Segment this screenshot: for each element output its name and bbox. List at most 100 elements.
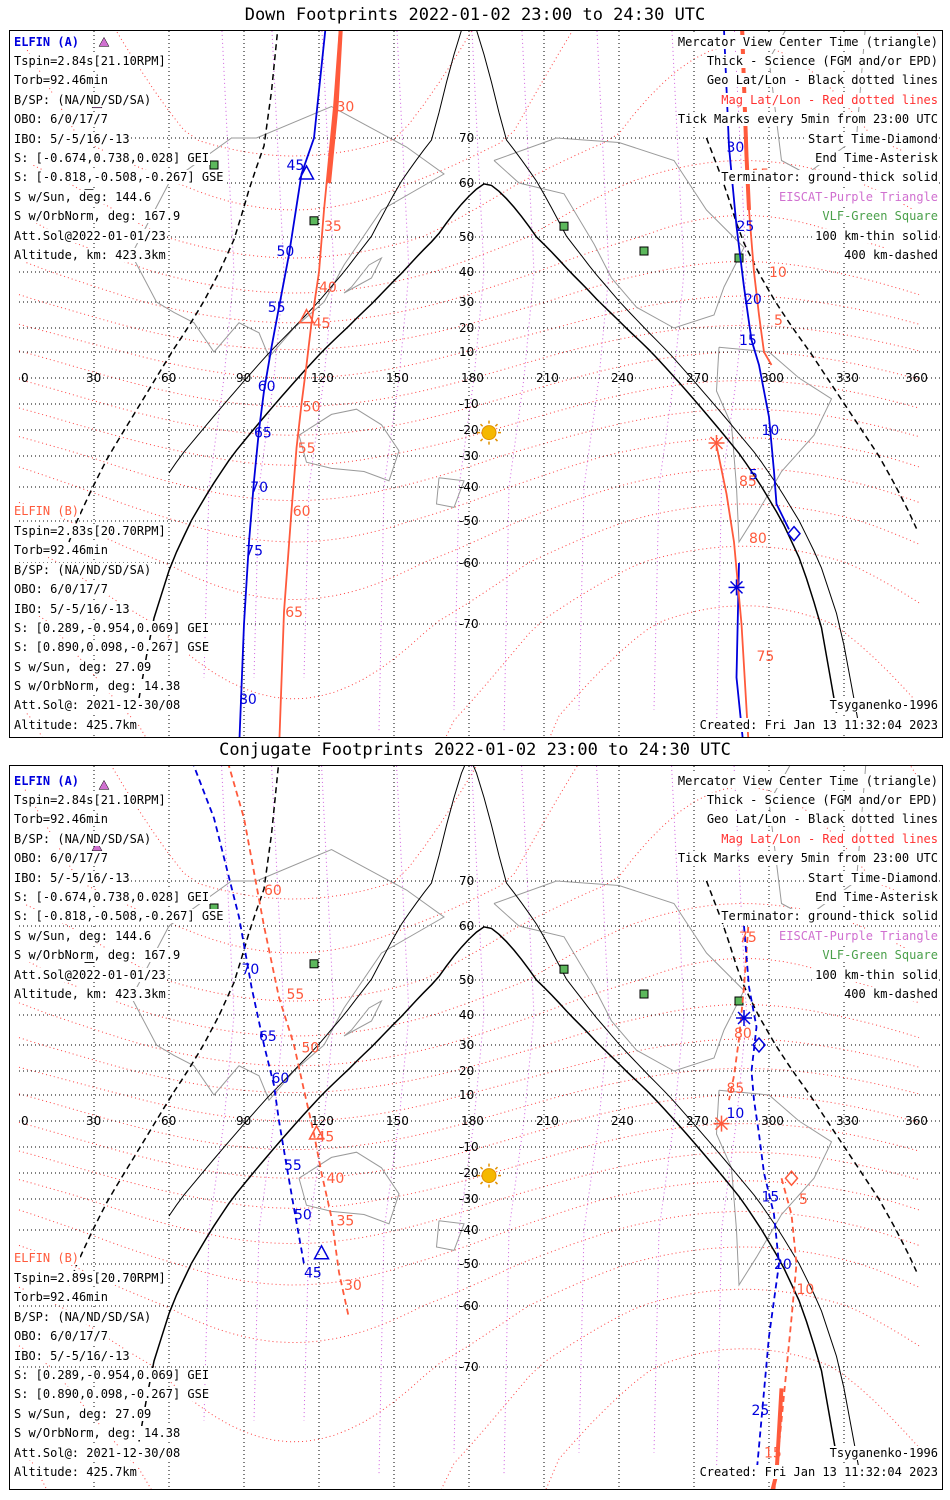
track-time-label: 50: [294, 1208, 312, 1224]
legend-item: VLF-Green Square: [821, 948, 939, 962]
lon-tick-label: 150: [386, 1114, 409, 1128]
legend-item: Terminator: ground-thick solid: [720, 170, 939, 184]
lat-tick-label: 40: [459, 1008, 474, 1022]
track-time-label: 10: [769, 265, 787, 281]
mag-lon-line: [253, 766, 285, 1421]
track-time-label: 10: [797, 1282, 815, 1298]
lat-tick-label: -40: [459, 1223, 479, 1237]
sun-ray: [494, 1166, 499, 1170]
track-time-label: 5: [774, 313, 783, 329]
lat-tick-label: -70: [459, 617, 479, 631]
elfin-a-track: [723, 31, 790, 530]
track-time-label: 70: [242, 962, 260, 978]
vlf-station-marker: [559, 964, 569, 974]
sun-ray: [479, 1166, 484, 1170]
elfin-b-info: S w/OrbNorm, deg: 14.38: [13, 679, 182, 693]
center-time-triangle: [298, 164, 315, 180]
elfin-a-info: Altitude, km: 423.3km: [13, 248, 167, 262]
lat-tick-label: 60: [459, 919, 474, 933]
track-time-label: 80: [734, 1026, 752, 1042]
mag-lon-line: [453, 766, 485, 1453]
legend-item: VLF-Green Square: [821, 209, 939, 223]
mag-lon-line: [253, 31, 285, 678]
sun-ray: [479, 1181, 484, 1185]
legend-item: 400 km-dashed: [843, 987, 939, 1001]
elfin-a-info: OBO: 6/0/17/7: [13, 851, 109, 865]
legend-item: EISCAT-Purple Triangle: [778, 929, 939, 943]
track-time-label: 10: [727, 1106, 745, 1122]
lon-tick-label: 150: [386, 371, 409, 385]
mag-lat-line: [18, 1180, 920, 1286]
elfin-b-info: Att.Sol@: 2021-12-30/08: [13, 698, 182, 712]
elfin-a-info: S: [-0.674,0.738,0.028] GEI: [13, 890, 211, 904]
lat-tick-label: 60: [459, 176, 474, 190]
vlf-station-marker: [639, 989, 649, 999]
lat-tick-label: -60: [459, 556, 479, 570]
lon-tick-label: 120: [311, 1114, 334, 1128]
legend-item: End Time-Asterisk: [814, 151, 939, 165]
track-time-label: 85: [739, 474, 757, 490]
track-time-label: 55: [298, 441, 316, 457]
terminator-line: [138, 926, 838, 1456]
vlf-station-marker: [309, 959, 319, 969]
elfin-a-info: B/SP: (NA/ND/SD/SA): [13, 832, 153, 846]
start-time-diamond: [784, 1170, 799, 1187]
lat-tick-label: -40: [459, 480, 479, 494]
elfin-b-info: S w/Sun, deg: 27.09: [13, 1407, 153, 1421]
track-time-label: 30: [344, 1278, 362, 1294]
lat-tick-label: 70: [459, 131, 474, 145]
sun-icon: [481, 1168, 497, 1184]
elfin-a-track: [192, 766, 305, 1265]
eiscat-marker: [91, 841, 103, 852]
elfin-b-info: S: [0.289,-0.954,0.069] GEI: [13, 621, 211, 635]
track-time-label: 55: [287, 987, 305, 1003]
track-time-label: 35: [324, 219, 342, 235]
lon-tick-label: 330: [836, 371, 859, 385]
lat-tick-label: 20: [459, 321, 474, 335]
terminator-400km-line: [705, 137, 918, 529]
start-time-diamond: [787, 525, 801, 542]
track-time-label: 50: [302, 1041, 320, 1057]
lon-tick-label: 270: [686, 371, 709, 385]
elfin-b-info: IBO: 5/-5/16/-13: [13, 602, 131, 616]
sun-ray: [494, 438, 499, 442]
lat-tick-label: -20: [459, 1166, 479, 1180]
track-time-label: 65: [285, 605, 303, 621]
elfin-a-info: S: [-0.674,0.738,0.028] GEI: [13, 151, 211, 165]
lat-tick-label: 20: [459, 1064, 474, 1078]
lat-tick-label: 50: [459, 230, 474, 244]
elfin-b-info: B/SP: (NA/ND/SD/SA): [13, 563, 153, 577]
terminator-line: [138, 183, 838, 713]
elfin-b-info: Tspin=2.89s[20.70RPM]: [13, 1271, 167, 1285]
track-time-label: 20: [774, 1257, 792, 1273]
legend-item: Mag Lat/Lon - Red dotted lines: [720, 832, 939, 846]
mag-lat-line: [18, 786, 920, 1002]
continent-outline: [343, 256, 383, 294]
legend-item: Mercator View Center Time (triangle): [676, 774, 939, 788]
track-time-label: 45: [313, 316, 331, 332]
track-time-label: 40: [319, 280, 337, 296]
track-time-label: 15: [764, 1446, 782, 1462]
legend-item: EISCAT-Purple Triangle: [778, 190, 939, 204]
lon-tick-label: 240: [611, 1114, 634, 1128]
track-time-label: 60: [264, 883, 282, 899]
end-time-asterisk: [709, 436, 724, 450]
continent-outline: [435, 1220, 465, 1251]
track-time-label: 50: [303, 400, 321, 416]
lon-tick-label: 90: [236, 1114, 251, 1128]
elfin-b-track: [773, 1177, 798, 1489]
continent-outline: [298, 1151, 400, 1225]
elfin-b-info: Att.Sol@: 2021-12-30/08: [13, 1446, 182, 1460]
track-time-label: 75: [757, 649, 775, 665]
legend-item: 400 km-dashed: [843, 248, 939, 262]
track-time-label: 30: [337, 100, 355, 116]
track-time-label: 80: [239, 692, 257, 708]
lat-tick-label: -30: [459, 449, 479, 463]
track-time-label: 40: [327, 1171, 345, 1187]
mag-lat-line: [18, 43, 920, 259]
sun-ray: [494, 423, 499, 427]
lon-tick-label: 360: [905, 371, 928, 385]
legend-item: Geo Lat/Lon - Black dotted lines: [705, 73, 939, 87]
lat-tick-label: 40: [459, 265, 474, 279]
elfin-a-info: Torb=92.46min: [13, 73, 109, 87]
